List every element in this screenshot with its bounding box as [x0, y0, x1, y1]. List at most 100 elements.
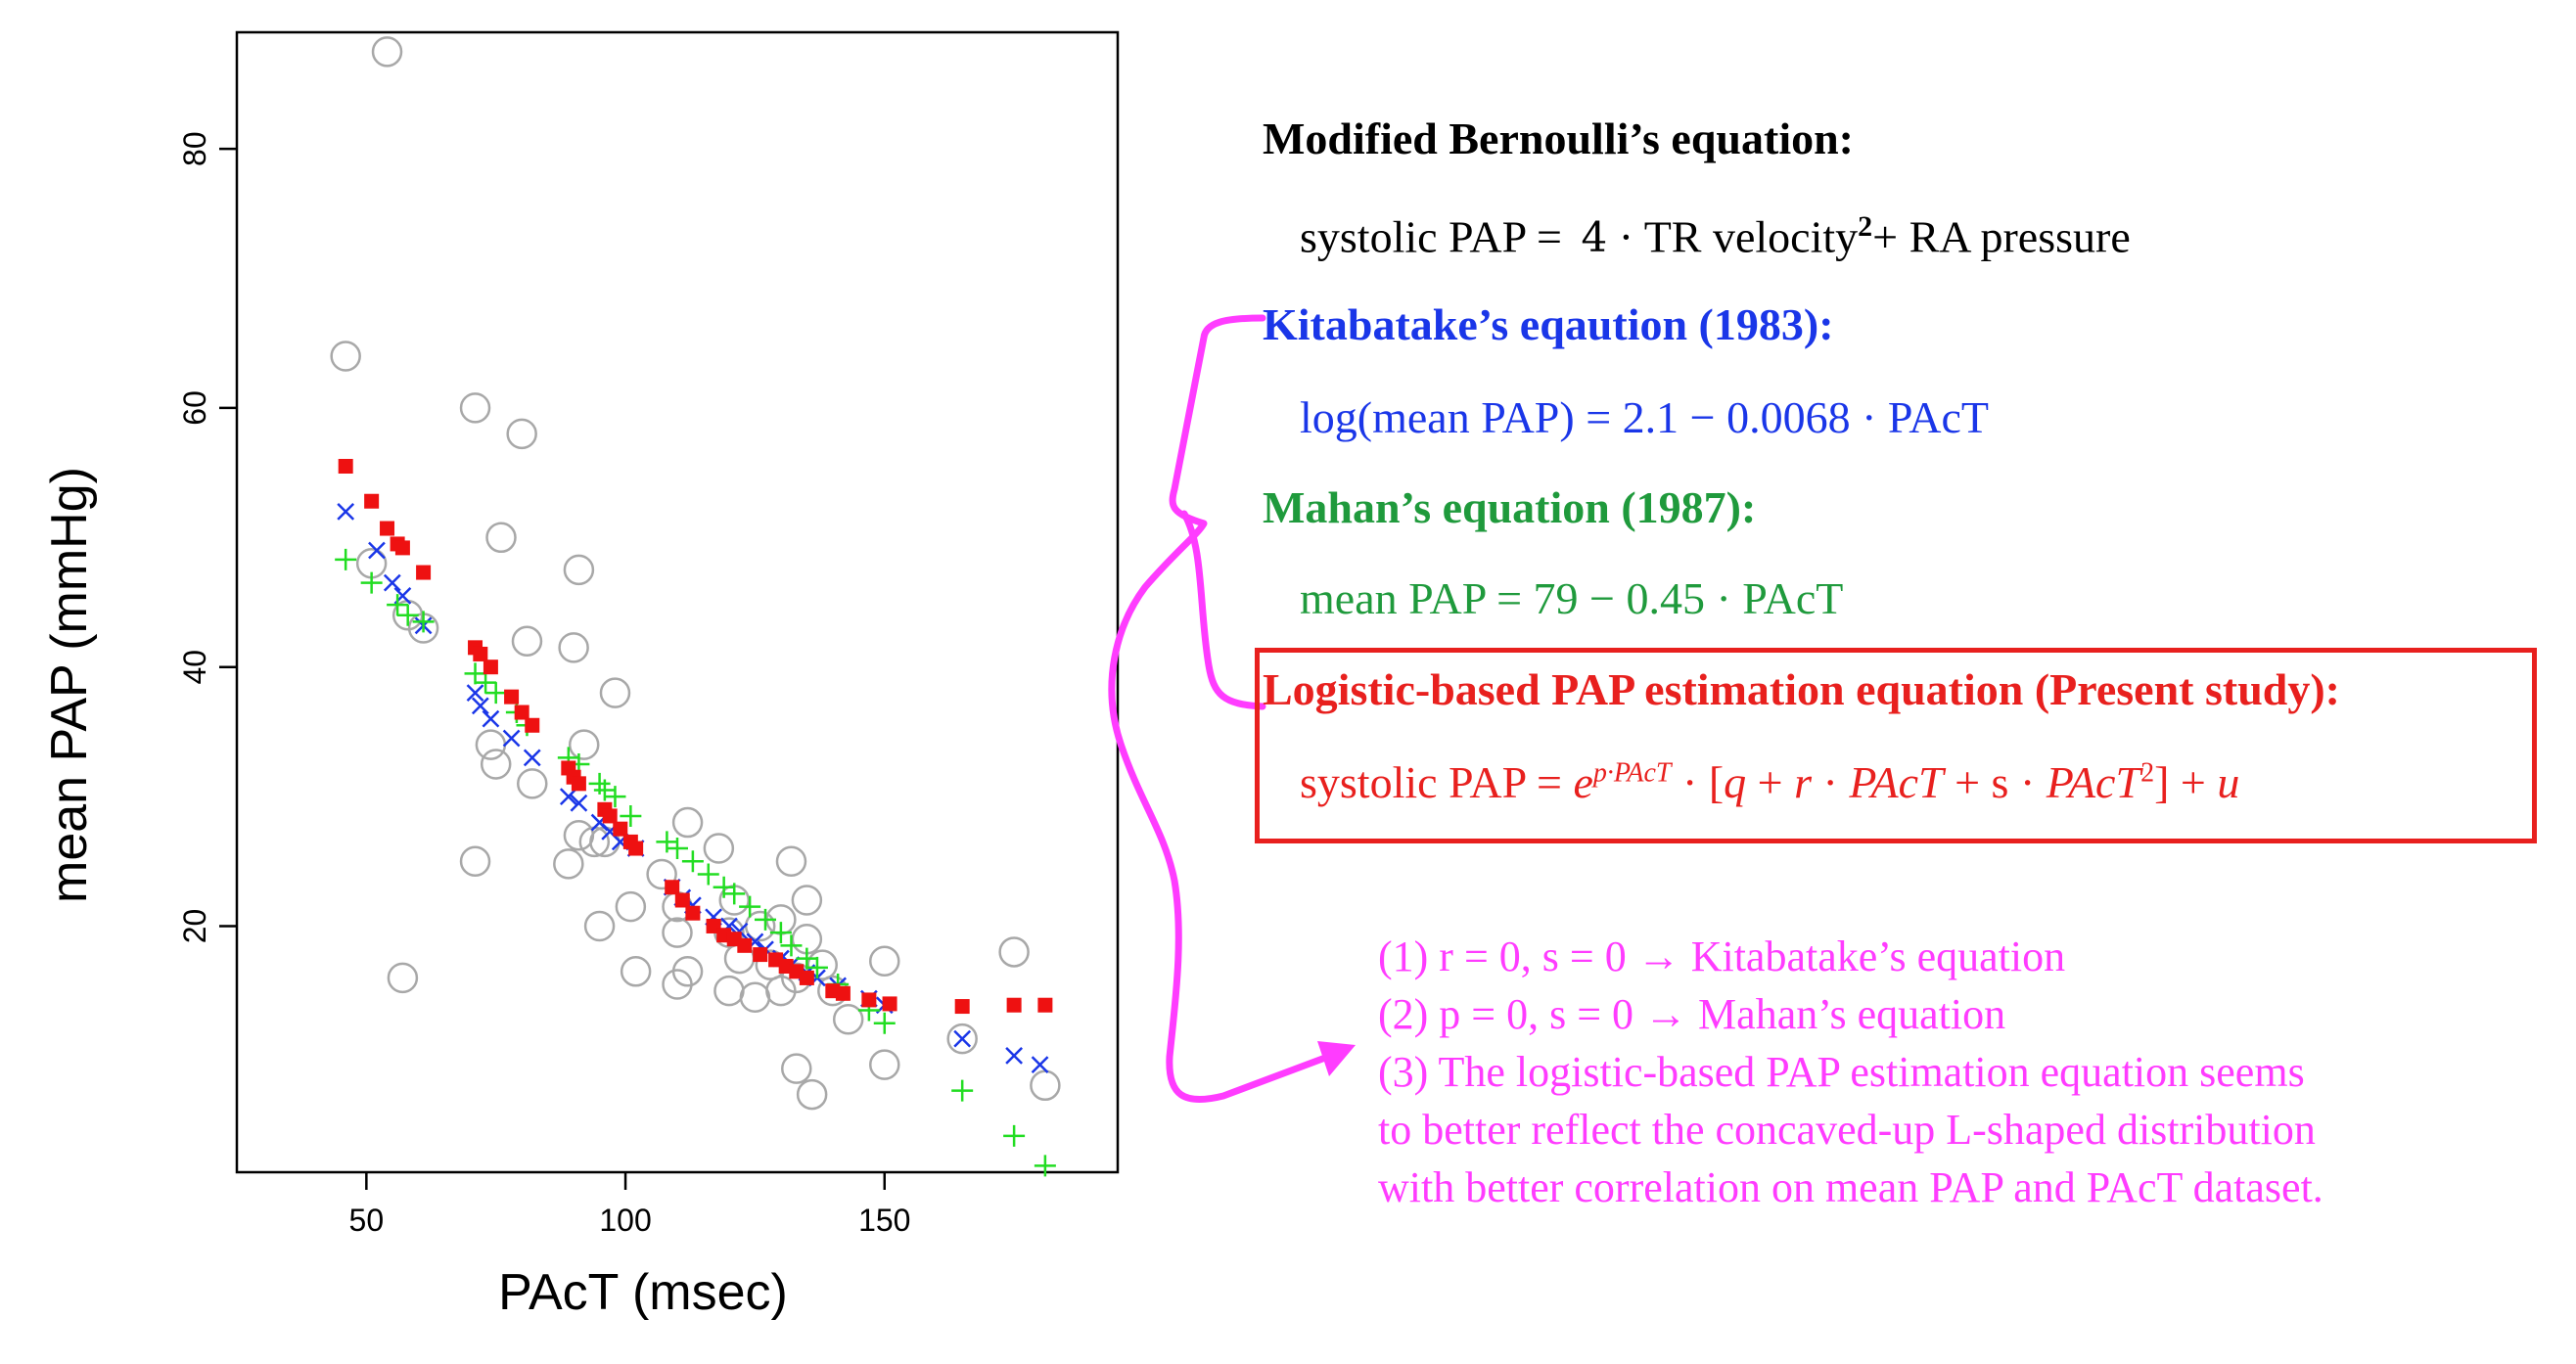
observed-point: [662, 969, 693, 1000]
logistic-point: [1006, 997, 1022, 1013]
observed-point: [703, 833, 735, 864]
scatter-chart: 50 100 150 20 40 60 80 PAcT (msec) mean PAP (m…: [41, 30, 1120, 1321]
logistic-point: [394, 540, 410, 556]
mahan-header: Mahan’s equation (1987):: [1263, 482, 1757, 532]
x-axis-label: PAcT (msec): [498, 1264, 788, 1321]
mahan-point: [604, 786, 626, 808]
logistic-point: [504, 689, 520, 705]
kitabatake-point: [570, 794, 588, 812]
mahan-point: [681, 850, 704, 873]
observed-point: [806, 949, 838, 980]
logistic-dot-1: ·: [1812, 757, 1850, 807]
observed-point: [775, 845, 807, 878]
kitabatake-point: [368, 541, 386, 560]
observed-point: [371, 36, 403, 68]
logistic-text-c: ] +: [2154, 757, 2218, 807]
kitabatake-point: [337, 502, 355, 521]
logistic-point: [835, 985, 851, 1001]
observed-point: [459, 392, 491, 424]
x-tick-label: 150: [858, 1203, 910, 1238]
observed-point: [511, 625, 543, 657]
observed-point: [599, 677, 631, 708]
mahan-point: [769, 922, 792, 944]
observed-point: [615, 890, 647, 923]
kitabatake-point: [466, 684, 484, 703]
mahan-point: [475, 671, 497, 694]
kitabatake-text-a: log(mean PAP) = 2.1 − 0.0068: [1300, 392, 1851, 442]
logistic-point: [861, 992, 877, 1008]
x-tick-label: 50: [349, 1203, 385, 1238]
bernoulli-text-a: systolic PAP =: [1300, 211, 1574, 262]
mahan-point: [1034, 1155, 1056, 1177]
logistic-point: [416, 565, 432, 580]
observed-point: [480, 749, 512, 780]
logistic-point: [737, 937, 753, 953]
observed-point: [671, 806, 704, 839]
observed-point: [832, 1004, 864, 1035]
logistic-point: [473, 646, 488, 661]
mahan-point: [335, 548, 357, 570]
logistic-point: [514, 705, 529, 720]
note-5: with better correlation on mean PAP and …: [1378, 1163, 2323, 1211]
observed-point: [558, 632, 589, 663]
bernoulli-sup: 2: [1858, 210, 1873, 243]
logistic-point: [380, 521, 395, 536]
kitabatake-point: [471, 697, 489, 715]
observed-point: [506, 418, 537, 450]
note-1: (1) r = 0, s = 0 → Kitabatake’s equation: [1378, 932, 2066, 980]
bernoulli-formula: systolic PAP = 4 · TR velocity2+ RA pres…: [1300, 210, 2131, 262]
mahan-point: [739, 895, 761, 918]
logistic-point: [602, 808, 618, 824]
logistic-point: [674, 892, 690, 908]
mahan-point: [412, 611, 435, 633]
mahan-text-b: · PAcT: [1704, 573, 1844, 623]
logistic-point: [753, 947, 768, 963]
observed-point: [517, 768, 548, 799]
logistic-point: [1037, 997, 1053, 1013]
logistic-r: r: [1794, 757, 1812, 807]
logistic-point: [613, 821, 628, 837]
bernoulli-coef: 4: [1581, 213, 1608, 262]
observed-point: [791, 885, 823, 916]
x-tick-label: 100: [599, 1203, 651, 1238]
observed-point: [568, 729, 600, 760]
kitabatake-point: [953, 1029, 972, 1048]
mahan-point: [805, 956, 828, 978]
mahan-point: [667, 838, 688, 860]
logistic-point: [882, 996, 897, 1012]
mahan-text-a: mean PAP = 79 − 0.45: [1300, 573, 1705, 623]
observed-point: [330, 341, 361, 372]
logistic-pact-2: PAcT: [2046, 757, 2141, 807]
logistic-plus-2: + s ·: [1943, 757, 2047, 807]
observed-point: [869, 1049, 900, 1080]
mahan-point: [697, 863, 719, 886]
logistic-point: [571, 776, 586, 792]
logistic-point: [364, 493, 380, 509]
logistic-header: Logistic-based PAP estimation equation (…: [1263, 664, 2340, 714]
logistic-point: [685, 905, 701, 921]
bernoulli-text-c: + RA pressure: [1872, 211, 2131, 262]
data-marks: [330, 36, 1061, 1177]
mahan-formula: mean PAP = 79 − 0.45 · PAcT: [1300, 572, 1843, 624]
plot-frame: [235, 30, 1120, 1174]
kitabatake-header: Kitabatake’s eqaution (1983):: [1263, 299, 1834, 349]
observed-point: [583, 910, 616, 942]
note-3: (3) The logistic-based PAP estimation eq…: [1378, 1048, 2305, 1096]
axes: 50 100 150 20 40 60 80: [177, 30, 1120, 1238]
kitabatake-point: [482, 709, 500, 728]
observed-point: [485, 522, 517, 554]
mahan-point: [780, 934, 803, 957]
observed-point: [646, 858, 677, 890]
kitabatake-point: [383, 573, 401, 592]
bernoulli-text-b: · TR velocity: [1607, 211, 1859, 262]
logistic-text-b: · [: [1671, 757, 1725, 807]
logistic-q: q: [1724, 757, 1747, 807]
mahan-point: [620, 804, 642, 827]
note-2: (2) p = 0, s = 0 → Mahan’s equation: [1378, 990, 2006, 1038]
mahan-point: [464, 662, 486, 685]
kitabatake-point: [1031, 1056, 1049, 1074]
observed-point: [998, 936, 1030, 968]
annotation-notes: (1) r = 0, s = 0 → Kitabatake’s equation…: [1378, 928, 2553, 1216]
observed-point: [563, 554, 595, 586]
